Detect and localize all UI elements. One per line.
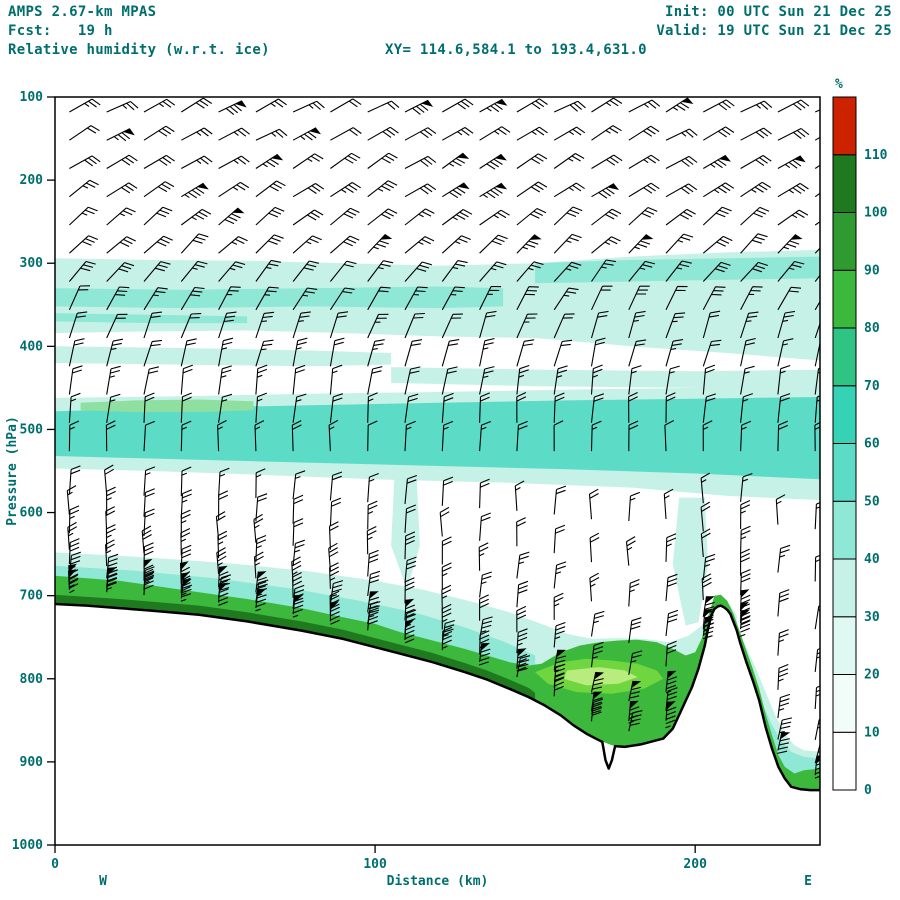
rh-band-pale-stripe-left bbox=[55, 346, 392, 367]
x-axis-title: Distance (km) bbox=[387, 874, 489, 889]
y-tick-label: 300 bbox=[20, 256, 44, 271]
rh-band-right-slope-pale bbox=[736, 628, 820, 791]
rh-band-upper-cyan-streak-left bbox=[55, 286, 504, 309]
init-time: Init: 00 UTC Sun 21 Dec 25 bbox=[665, 4, 892, 20]
colorbar-tick-label: 70 bbox=[864, 379, 880, 394]
colorbar-tick-label: 80 bbox=[864, 321, 880, 336]
colorbar-tick-label: 10 bbox=[864, 725, 880, 740]
y-tick-label: 200 bbox=[20, 173, 44, 188]
colorbar-box bbox=[832, 96, 857, 156]
terrain-profile bbox=[55, 602, 820, 845]
colorbar-tick-label: 30 bbox=[864, 610, 880, 625]
colorbar-tick-label: 60 bbox=[864, 437, 880, 452]
colorbar-box bbox=[832, 269, 857, 329]
colorbar-tick-label: 90 bbox=[864, 263, 880, 278]
wind-barbs bbox=[66, 97, 820, 779]
x-tick-label: 200 bbox=[683, 857, 707, 872]
east-end-label: E bbox=[804, 874, 812, 889]
rh-band-mid-green-tinge bbox=[80, 399, 254, 412]
west-end-label: W bbox=[99, 874, 107, 889]
rh-band-valley-yellow-green bbox=[563, 667, 638, 686]
colorbar-tick-label: 0 bbox=[864, 783, 872, 798]
y-tick-label: 700 bbox=[20, 589, 44, 604]
colorbar-box bbox=[832, 500, 857, 560]
y-tick-label: 800 bbox=[20, 672, 44, 687]
colorbar-tick-label: 110 bbox=[864, 148, 888, 163]
rh-band-right-slope-cyan bbox=[752, 678, 820, 791]
colorbar-tick-label: 20 bbox=[864, 668, 880, 683]
valid-time: Valid: 19 UTC Sun 21 Dec 25 bbox=[656, 23, 892, 39]
colorbar-box bbox=[832, 327, 857, 387]
field-title: Relative humidity (w.r.t. ice) bbox=[8, 42, 270, 58]
plot-frame bbox=[54, 96, 821, 846]
colorbar-box bbox=[832, 154, 857, 213]
rh-band-upper-cyan-streak-right bbox=[535, 256, 820, 284]
y-tick-label: 100 bbox=[20, 90, 44, 105]
colorbar-tick-label: 100 bbox=[864, 206, 888, 221]
xy-range: XY= 114.6,584.1 to 193.4,631.0 bbox=[385, 42, 647, 58]
colorbar-box bbox=[832, 385, 857, 444]
rh-band-upper-cyan-streak-thin bbox=[55, 313, 248, 324]
y-tick-label: 500 bbox=[20, 422, 44, 437]
colorbar-unit-label: % bbox=[835, 77, 843, 92]
x-tick-label: 0 bbox=[51, 857, 59, 872]
colorbar-tick-label: 40 bbox=[864, 552, 880, 567]
colorbar-box bbox=[832, 674, 857, 733]
rh-band-pale-column-right bbox=[672, 497, 708, 626]
colorbar-box bbox=[832, 212, 857, 271]
x-tick-label: 100 bbox=[363, 857, 387, 872]
y-tick-label: 1000 bbox=[12, 838, 43, 853]
forecast-hour: Fcst: 19 h bbox=[8, 23, 113, 39]
terrain-line bbox=[55, 602, 820, 792]
colorbar: 0 10 20 30 40 50 60 70 80 90 100 110% bbox=[832, 77, 888, 798]
colorbar-box bbox=[832, 558, 857, 618]
colorbar-tick-label: 50 bbox=[864, 494, 880, 509]
colorbar-box bbox=[832, 731, 857, 791]
colorbar-box bbox=[832, 616, 857, 675]
colorbar-box bbox=[832, 443, 857, 502]
rh-band-surface-green-band bbox=[55, 575, 820, 791]
underground-mask bbox=[55, 604, 820, 845]
y-tick-label: 600 bbox=[20, 506, 44, 521]
rh-band-pale-stripe-right bbox=[391, 367, 820, 390]
y-tick-label: 900 bbox=[20, 755, 44, 770]
y-axis-title: Pressure (hPa) bbox=[5, 416, 20, 526]
model-title: AMPS 2.67-km MPAS bbox=[8, 4, 157, 20]
y-tick-label: 400 bbox=[20, 339, 44, 354]
axes: 100 200 300 400 500 600 700 800 900 1000 0 100 200 Di… bbox=[5, 90, 821, 889]
